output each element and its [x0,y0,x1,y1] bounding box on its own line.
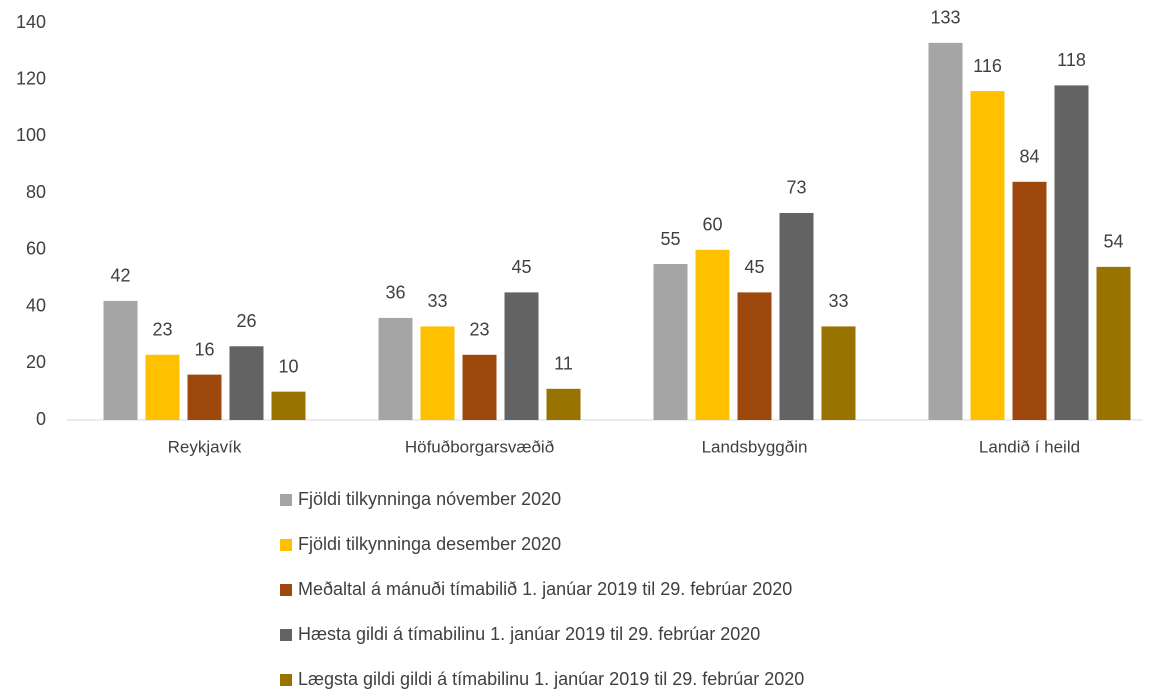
data-label: 23 [469,320,489,340]
bar [821,326,856,420]
bar [103,300,138,420]
y-tick-label: 100 [16,125,46,145]
data-label: 26 [236,311,256,331]
y-tick-label: 40 [26,295,46,315]
x-tick-label: Reykjavík [168,437,242,456]
bar [1054,85,1089,420]
legend-label: Fjöldi tilkynninga nóvember 2020 [298,489,561,509]
bar [1012,181,1047,420]
bar [271,391,306,420]
x-tick-label: Landið í heild [979,437,1080,456]
legend-swatch [280,584,292,596]
data-label: 10 [278,356,298,376]
legend-label: Meðaltal á mánuði tímabilið 1. janúar 20… [298,579,792,599]
y-tick-label: 20 [26,352,46,372]
data-label: 45 [511,257,531,277]
data-label: 73 [786,178,806,198]
legend-swatch [280,539,292,551]
legend-label: Lægsta gildi gildi á tímabilinu 1. janúa… [298,669,804,689]
bar [504,292,539,420]
data-label: 60 [702,215,722,235]
y-tick-label: 140 [16,12,46,32]
bar [928,42,963,420]
y-tick-label: 80 [26,182,46,202]
bar [229,346,264,420]
bar [1096,266,1131,420]
legend-label: Fjöldi tilkynninga desember 2020 [298,534,561,554]
bar [420,326,455,420]
y-tick-label: 120 [16,68,46,88]
bar [546,388,581,420]
data-label: 33 [828,291,848,311]
data-label: 33 [427,291,447,311]
data-label: 84 [1019,147,1039,167]
data-label: 36 [385,283,405,303]
bar [653,264,688,420]
data-label: 16 [194,339,214,359]
data-label: 55 [660,229,680,249]
data-label: 45 [744,257,764,277]
data-label: 54 [1103,232,1123,252]
bar [462,354,497,420]
bar [970,91,1005,421]
y-tick-label: 60 [26,239,46,259]
bar [695,249,730,420]
y-tick-label: 0 [36,409,46,429]
legend-swatch [280,494,292,506]
data-label: 11 [554,354,573,374]
bar [187,374,222,420]
bar [779,212,814,420]
data-label: 133 [930,8,960,28]
data-label: 116 [973,56,1002,76]
bar [378,317,413,420]
bar [145,354,180,420]
data-label: 23 [152,320,172,340]
data-label: 42 [110,266,130,286]
legend-swatch [280,674,292,686]
legend-label: Hæsta gildi á tímabilinu 1. janúar 2019 … [298,624,760,644]
data-label: 118 [1057,50,1086,70]
legend-swatch [280,629,292,641]
x-tick-label: Höfuðborgarsvæðið [405,437,554,456]
bar [737,292,772,420]
x-tick-label: Landsbyggðin [702,437,808,456]
